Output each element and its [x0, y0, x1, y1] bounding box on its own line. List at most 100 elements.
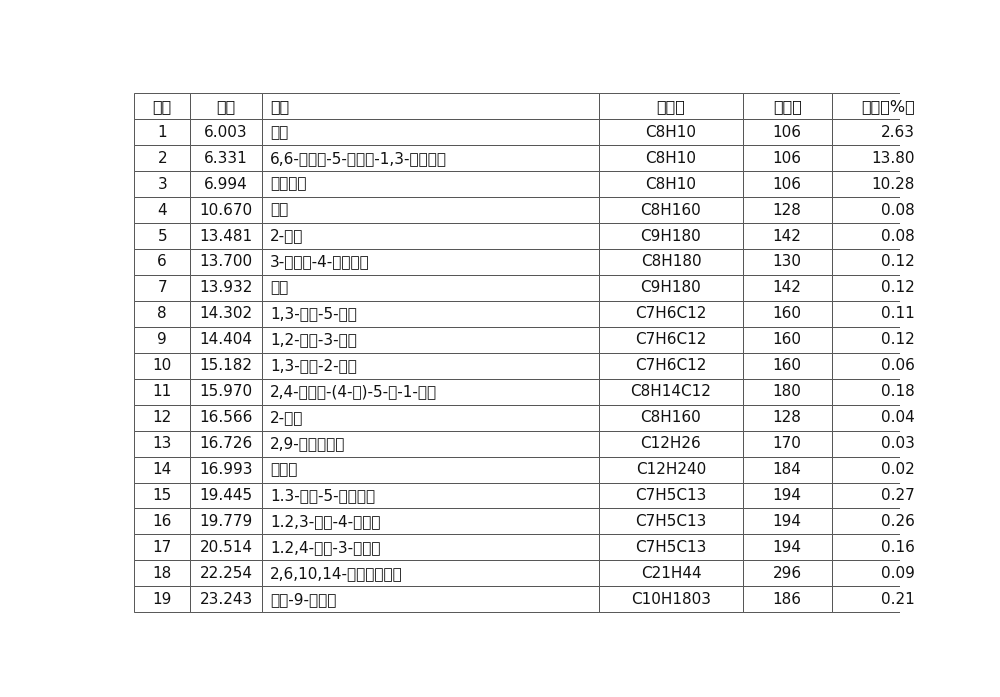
Bar [262, 327, 599, 353]
Bar [832, 353, 921, 378]
Bar [832, 586, 921, 612]
Bar [599, 431, 743, 457]
Bar [743, 509, 832, 535]
Text: 1.2,3-三氯-4-甲基苯: 1.2,3-三氯-4-甲基苯 [270, 514, 380, 529]
Bar [262, 249, 599, 275]
Text: 15.970: 15.970 [200, 384, 253, 399]
Text: 128: 128 [773, 203, 802, 217]
Bar [134, 509, 190, 535]
Bar [190, 275, 262, 301]
Text: 1,3-二氯-5-甲苯: 1,3-二氯-5-甲苯 [270, 307, 357, 321]
Bar [599, 327, 743, 353]
Bar [832, 301, 921, 327]
Bar [743, 586, 832, 612]
Text: 0.16: 0.16 [881, 540, 915, 555]
Text: 13: 13 [153, 436, 172, 451]
Bar [743, 249, 832, 275]
Text: C21H44: C21H44 [641, 566, 701, 581]
Bar [190, 171, 262, 197]
Bar [262, 93, 599, 119]
Text: 14: 14 [153, 462, 172, 477]
Bar [599, 560, 743, 586]
Text: 14.404: 14.404 [200, 332, 253, 347]
Bar [190, 560, 262, 586]
Bar [190, 378, 262, 405]
Bar [832, 327, 921, 353]
Text: 0.12: 0.12 [881, 254, 915, 270]
Text: 22.254: 22.254 [200, 566, 253, 581]
Text: 5: 5 [157, 229, 167, 243]
Text: C7H5C13: C7H5C13 [635, 514, 707, 529]
Text: 0.04: 0.04 [881, 410, 915, 425]
Text: 2-辛酮: 2-辛酮 [270, 410, 303, 425]
Text: 十二醛: 十二醛 [270, 462, 297, 477]
Bar [832, 405, 921, 431]
Bar [832, 197, 921, 223]
Text: 170: 170 [773, 436, 802, 451]
Text: 6: 6 [157, 254, 167, 270]
Text: C7H6C12: C7H6C12 [635, 332, 707, 347]
Bar [134, 327, 190, 353]
Text: 23.243: 23.243 [200, 592, 253, 607]
Bar [743, 353, 832, 378]
Bar [599, 119, 743, 145]
Text: 10.670: 10.670 [200, 203, 253, 217]
Bar [262, 457, 599, 482]
Bar [134, 560, 190, 586]
Text: 186: 186 [773, 592, 802, 607]
Bar [190, 535, 262, 560]
Text: C7H5C13: C7H5C13 [635, 540, 707, 555]
Bar [134, 535, 190, 560]
Text: C9H180: C9H180 [641, 229, 701, 243]
Text: 10.28: 10.28 [871, 176, 915, 192]
Bar [262, 405, 599, 431]
Text: 13.481: 13.481 [200, 229, 253, 243]
Bar [832, 482, 921, 509]
Text: 0.18: 0.18 [881, 384, 915, 399]
Text: 194: 194 [773, 488, 802, 503]
Text: 9: 9 [157, 332, 167, 347]
Text: 184: 184 [773, 462, 802, 477]
Text: 间二甲苯: 间二甲苯 [270, 176, 306, 192]
Text: 3: 3 [157, 176, 167, 192]
Bar [599, 405, 743, 431]
Bar [599, 275, 743, 301]
Text: 2,9-二甲基癸烷: 2,9-二甲基癸烷 [270, 436, 345, 451]
Bar [743, 275, 832, 301]
Text: 名称: 名称 [270, 99, 289, 114]
Bar [599, 457, 743, 482]
Text: 16.726: 16.726 [200, 436, 253, 451]
Text: 15: 15 [153, 488, 172, 503]
Bar [134, 145, 190, 171]
Bar [262, 586, 599, 612]
Text: 10: 10 [153, 358, 172, 374]
Bar [832, 119, 921, 145]
Text: 0.08: 0.08 [881, 203, 915, 217]
Bar [599, 197, 743, 223]
Bar [599, 509, 743, 535]
Text: C9H180: C9H180 [641, 280, 701, 296]
Bar [262, 223, 599, 249]
Text: 序号: 序号 [153, 99, 172, 114]
Bar [190, 431, 262, 457]
Bar [262, 431, 599, 457]
Text: 3-乙烷基-4-甲基戊醇: 3-乙烷基-4-甲基戊醇 [270, 254, 370, 270]
Text: 2.63: 2.63 [881, 125, 915, 139]
Text: 13.700: 13.700 [200, 254, 253, 270]
Bar [134, 93, 190, 119]
Text: 106: 106 [773, 176, 802, 192]
Bar [743, 119, 832, 145]
Text: 0.21: 0.21 [881, 592, 915, 607]
Bar [190, 145, 262, 171]
Bar [134, 249, 190, 275]
Text: 16: 16 [153, 514, 172, 529]
Bar [743, 535, 832, 560]
Text: 1.2,4-三氯-3-甲基苯: 1.2,4-三氯-3-甲基苯 [270, 540, 380, 555]
Bar [134, 171, 190, 197]
Bar [190, 327, 262, 353]
Text: C8H180: C8H180 [641, 254, 701, 270]
Bar [832, 431, 921, 457]
Text: 0.09: 0.09 [881, 566, 915, 581]
Text: 0.12: 0.12 [881, 280, 915, 296]
Text: C7H6C12: C7H6C12 [635, 307, 707, 321]
